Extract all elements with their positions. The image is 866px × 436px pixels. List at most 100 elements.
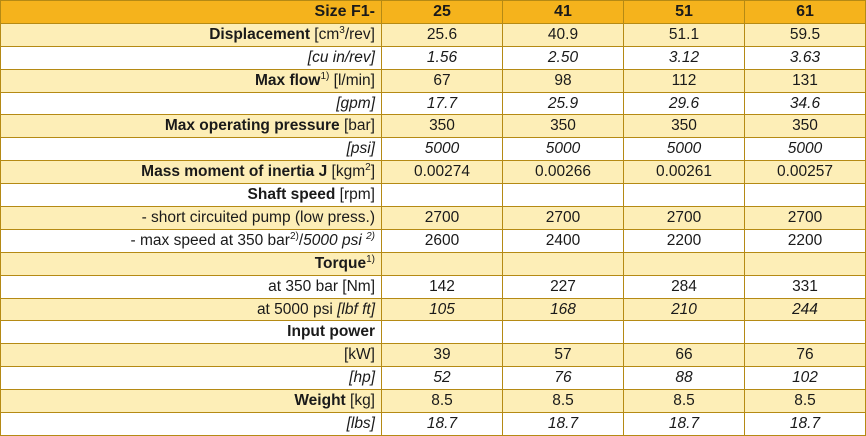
table-row: - max speed at 350 bar2)/5000 psi 2) 260…: [0, 228, 866, 253]
table-cell: 2.50: [502, 45, 624, 70]
table-cell: 105: [381, 297, 503, 322]
table-cell: 2200: [744, 228, 866, 253]
table-cell: [623, 320, 745, 345]
table-cell: 5000: [623, 137, 745, 162]
table-cell: [381, 183, 503, 208]
table-row: Input power: [0, 320, 866, 345]
table-row: Shaft speed [rpm]: [0, 183, 866, 208]
table-cell: 18.7: [381, 412, 503, 436]
table-cell: 350: [381, 114, 503, 139]
table-cell: 76: [744, 343, 866, 368]
table-row: Max operating pressure [bar] 350 350 350…: [0, 114, 866, 139]
table-cell: [502, 183, 624, 208]
table-row: [gpm] 17.7 25.9 29.6 34.6: [0, 91, 866, 116]
row-label-lbs: [lbs]: [0, 412, 382, 436]
col-header-51: 51: [623, 0, 745, 24]
table-cell: 76: [502, 366, 624, 391]
row-label-weight: Weight [kg]: [0, 389, 382, 414]
table-cell: 18.7: [623, 412, 745, 436]
row-label-max-speed: - max speed at 350 bar2)/5000 psi 2): [0, 228, 382, 253]
row-label-inertia: Mass moment of inertia J [kgm2]: [0, 160, 382, 185]
table-cell: [381, 251, 503, 276]
table-cell: 40.9: [502, 22, 624, 47]
table-cell: 2700: [623, 206, 745, 230]
table-row: Weight [kg] 8.5 8.5 8.5 8.5: [0, 389, 866, 414]
table-cell: 244: [744, 297, 866, 322]
row-label-hp: [hp]: [0, 366, 382, 391]
table-cell: 52: [381, 366, 503, 391]
col-header-25: 25: [381, 0, 503, 24]
table-row: [hp] 52 76 88 102: [0, 366, 866, 391]
table-cell: 66: [623, 343, 745, 368]
table-cell: 2700: [502, 206, 624, 230]
table-cell: 67: [381, 68, 503, 93]
row-label-gpm: [gpm]: [0, 91, 382, 116]
table-cell: 112: [623, 68, 745, 93]
table-cell: 25.9: [502, 91, 624, 116]
table-cell: 8.5: [623, 389, 745, 414]
table-cell: [502, 320, 624, 345]
table-row: [cu in/rev] 1.56 2.50 3.12 3.63: [0, 45, 866, 70]
table-cell: 5000: [502, 137, 624, 162]
table-cell: 51.1: [623, 22, 745, 47]
table-cell: 350: [744, 114, 866, 139]
table-cell: 102: [744, 366, 866, 391]
row-label-displacement: Displacement [cm3/rev]: [0, 22, 382, 47]
table-cell: 8.5: [502, 389, 624, 414]
table-cell: 39: [381, 343, 503, 368]
table-cell: 350: [623, 114, 745, 139]
table-cell: 3.63: [744, 45, 866, 70]
table-row: Torque1): [0, 251, 866, 276]
row-label-max-pressure: Max operating pressure [bar]: [0, 114, 382, 139]
table-row: [kW] 39 57 66 76: [0, 343, 866, 368]
table-cell: 142: [381, 274, 503, 299]
table-cell: 2700: [381, 206, 503, 230]
table-row: Mass moment of inertia J [kgm2] 0.00274 …: [0, 160, 866, 185]
table-cell: 29.6: [623, 91, 745, 116]
table-cell: 34.6: [744, 91, 866, 116]
table-cell: 3.12: [623, 45, 745, 70]
table-cell: [381, 320, 503, 345]
table-row: Displacement [cm3/rev] 25.6 40.9 51.1 59…: [0, 22, 866, 47]
table-cell: 2200: [623, 228, 745, 253]
table-cell: [623, 251, 745, 276]
table-row: - short circuited pump (low press.) 2700…: [0, 206, 866, 230]
row-label-torque-lbf: at 5000 psi [lbf ft]: [0, 297, 382, 322]
table-cell: [744, 183, 866, 208]
row-label-torque-nm: at 350 bar [Nm]: [0, 274, 382, 299]
table-cell: 131: [744, 68, 866, 93]
row-label-short-circuited: - short circuited pump (low press.): [0, 206, 382, 230]
table-row: [lbs] 18.7 18.7 18.7 18.7: [0, 412, 866, 436]
table-cell: 17.7: [381, 91, 503, 116]
row-label-max-flow: Max flow1) [l/min]: [0, 68, 382, 93]
table-cell: 25.6: [381, 22, 503, 47]
table-cell: 0.00274: [381, 160, 503, 185]
table-cell: 2700: [744, 206, 866, 230]
row-label-torque: Torque1): [0, 251, 382, 276]
table-cell: 331: [744, 274, 866, 299]
row-label-cu-in-rev: [cu in/rev]: [0, 45, 382, 70]
table-cell: [623, 183, 745, 208]
table-cell: [744, 320, 866, 345]
col-header-41: 41: [502, 0, 624, 24]
table-row: at 5000 psi [lbf ft] 105 168 210 244: [0, 297, 866, 322]
table-cell: 0.00257: [744, 160, 866, 185]
table-cell: 88: [623, 366, 745, 391]
row-label-shaft-speed: Shaft speed [rpm]: [0, 183, 382, 208]
table-row: Max flow1) [l/min] 67 98 112 131: [0, 68, 866, 93]
col-header-61: 61: [744, 0, 866, 24]
table-header-row: Size F1- 25 41 51 61: [0, 0, 866, 24]
row-label-input-power: Input power: [0, 320, 382, 345]
table-cell: 350: [502, 114, 624, 139]
row-label-kw: [kW]: [0, 343, 382, 368]
table-cell: [744, 251, 866, 276]
table-cell: 168: [502, 297, 624, 322]
table-cell: 1.56: [381, 45, 503, 70]
row-label-psi: [psi]: [0, 137, 382, 162]
table-cell: 0.00261: [623, 160, 745, 185]
table-cell: 8.5: [744, 389, 866, 414]
table-cell: 8.5: [381, 389, 503, 414]
table-cell: 59.5: [744, 22, 866, 47]
